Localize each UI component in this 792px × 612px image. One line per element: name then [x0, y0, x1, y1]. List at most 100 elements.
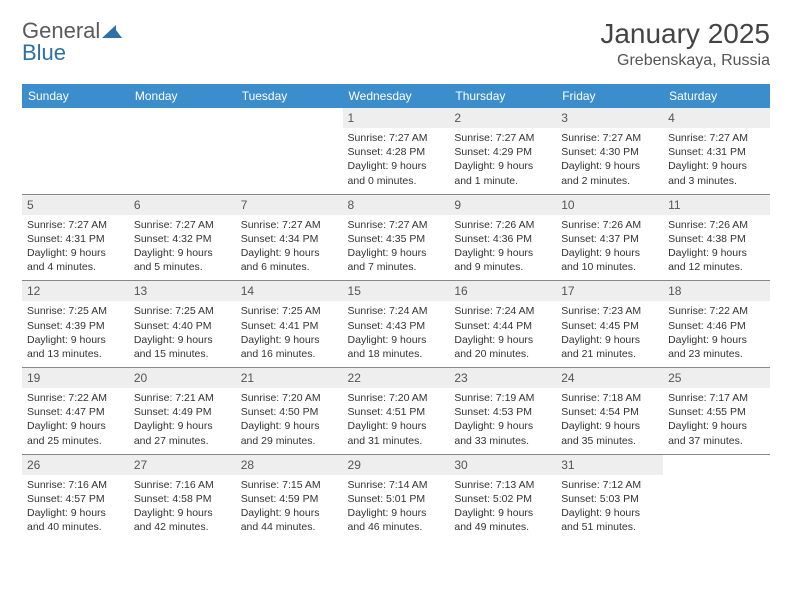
daylight-text: Daylight: 9 hours and 0 minutes.: [348, 159, 445, 187]
daylight-text: Daylight: 9 hours and 7 minutes.: [348, 246, 445, 274]
day-number: 16: [449, 281, 556, 301]
calendar-cell: 1Sunrise: 7:27 AMSunset: 4:28 PMDaylight…: [343, 108, 450, 194]
calendar-cell: [22, 108, 129, 194]
calendar-cell: 27 Sunrise: 7:16 AMSunset: 4:58 PMDayligh…: [129, 454, 236, 540]
daylight-text: Daylight: 9 hours and 33 minutes.: [454, 419, 551, 447]
day-details: Sunrise: 7:27 AMSunset: 4:34 PMDaylight:…: [240, 218, 339, 275]
daylight-text: Daylight: 9 hours and 15 minutes.: [134, 333, 231, 361]
day-details: Sunrise: 7:27 AMSunset: 4:31 PMDaylight:…: [667, 131, 766, 188]
daylight-text: Daylight: 9 hours and 42 minutes.: [134, 506, 231, 534]
day-number: 15: [343, 281, 450, 301]
sunset-text: Sunset: 4:59 PM: [241, 492, 338, 506]
sunrise-text: Sunrise: 7:18 AM: [561, 391, 658, 405]
daylight-text: Daylight: 9 hours and 27 minutes.: [134, 419, 231, 447]
calendar-cell: 7Sunrise: 7:27 AMSunset: 4:34 PMDaylight…: [236, 194, 343, 281]
daylight-text: Daylight: 9 hours and 29 minutes.: [241, 419, 338, 447]
month-title: January 2025: [600, 18, 770, 50]
sunset-text: Sunset: 4:31 PM: [27, 232, 124, 246]
calendar-cell: 31Sunrise: 7:12 AMSunset: 5:03 PMDayligh…: [556, 454, 663, 540]
day-details: Sunrise: 7:17 AMSunset: 4:55 PMDaylight:…: [667, 391, 766, 448]
weekday-header: Sunday: [22, 84, 129, 108]
sunrise-text: Sunrise: 7:27 AM: [668, 131, 765, 145]
daylight-text: Daylight: 9 hours and 18 minutes.: [348, 333, 445, 361]
daylight-text: Daylight: 9 hours and 31 minutes.: [348, 419, 445, 447]
daylight-text: Daylight: 9 hours and 1 minute.: [454, 159, 551, 187]
day-number: 27: [129, 455, 236, 475]
sunset-text: Sunset: 4:28 PM: [348, 145, 445, 159]
day-details: Sunrise: 7:20 AMSunset: 4:51 PMDaylight:…: [347, 391, 446, 448]
day-number: 2: [449, 108, 556, 128]
sunset-text: Sunset: 4:40 PM: [134, 319, 231, 333]
daylight-text: Daylight: 9 hours and 12 minutes.: [668, 246, 765, 274]
day-details: Sunrise: 7:27 AMSunset: 4:31 PMDaylight:…: [26, 218, 125, 275]
day-number: 26: [22, 455, 129, 475]
calendar-cell: 18Sunrise: 7:22 AMSunset: 4:46 PMDayligh…: [663, 281, 770, 368]
sunrise-text: Sunrise: 7:27 AM: [348, 131, 445, 145]
calendar-cell: 21Sunrise: 7:20 AMSunset: 4:50 PMDayligh…: [236, 368, 343, 455]
sunrise-text: Sunrise: 7:21 AM: [134, 391, 231, 405]
day-details: Sunrise: 7:27 AMSunset: 4:29 PMDaylight:…: [453, 131, 552, 188]
sunrise-text: Sunrise: 7:20 AM: [348, 391, 445, 405]
sunset-text: Sunset: 4:50 PM: [241, 405, 338, 419]
sunset-text: Sunset: 4:47 PM: [27, 405, 124, 419]
sunrise-text: Sunrise: 7:27 AM: [561, 131, 658, 145]
sunset-text: Sunset: 4:44 PM: [454, 319, 551, 333]
day-number: 12: [22, 281, 129, 301]
weekday-header: Thursday: [449, 84, 556, 108]
calendar-cell: 9Sunrise: 7:26 AMSunset: 4:36 PMDaylight…: [449, 194, 556, 281]
sunset-text: Sunset: 4:58 PM: [134, 492, 231, 506]
daylight-text: Daylight: 9 hours and 6 minutes.: [241, 246, 338, 274]
calendar-cell: 6Sunrise: 7:27 AMSunset: 4:32 PMDaylight…: [129, 194, 236, 281]
sunrise-text: Sunrise: 7:26 AM: [454, 218, 551, 232]
day-number: 14: [236, 281, 343, 301]
sunset-text: Sunset: 4:54 PM: [561, 405, 658, 419]
day-details: Sunrise: 7:25 AMSunset: 4:40 PMDaylight:…: [133, 304, 232, 361]
sunset-text: Sunset: 4:35 PM: [348, 232, 445, 246]
sunrise-text: Sunrise: 7:26 AM: [668, 218, 765, 232]
weekday-header: Monday: [129, 84, 236, 108]
day-number: 9: [449, 195, 556, 215]
calendar-body: 1Sunrise: 7:27 AMSunset: 4:28 PMDaylight…: [22, 108, 770, 540]
sunrise-text: Sunrise: 7:22 AM: [27, 391, 124, 405]
day-details: Sunrise: 7:14 AMSunset: 5:01 PMDaylight:…: [347, 478, 446, 535]
calendar-cell: 8Sunrise: 7:27 AMSunset: 4:35 PMDaylight…: [343, 194, 450, 281]
logo-text-2: Blue: [22, 40, 66, 66]
day-number: 18: [663, 281, 770, 301]
calendar-cell: 14Sunrise: 7:25 AMSunset: 4:41 PMDayligh…: [236, 281, 343, 368]
daylight-text: Daylight: 9 hours and 46 minutes.: [348, 506, 445, 534]
calendar-row: 26Sunrise: 7:16 AMSunset: 4:57 PMDayligh…: [22, 454, 770, 540]
sunset-text: Sunset: 4:57 PM: [27, 492, 124, 506]
calendar-cell: 11Sunrise: 7:26 AMSunset: 4:38 PMDayligh…: [663, 194, 770, 281]
day-number: 25: [663, 368, 770, 388]
daylight-text: Daylight: 9 hours and 2 minutes.: [561, 159, 658, 187]
daylight-text: Daylight: 9 hours and 16 minutes.: [241, 333, 338, 361]
day-number: 29: [343, 455, 450, 475]
sunrise-text: Sunrise: 7:24 AM: [454, 304, 551, 318]
daylight-text: Daylight: 9 hours and 9 minutes.: [454, 246, 551, 274]
sunrise-text: Sunrise: 7:16 AM: [27, 478, 124, 492]
day-details: Sunrise: 7:27 AMSunset: 4:30 PMDaylight:…: [560, 131, 659, 188]
daylight-text: Daylight: 9 hours and 10 minutes.: [561, 246, 658, 274]
sunrise-text: Sunrise: 7:24 AM: [348, 304, 445, 318]
daylight-text: Daylight: 9 hours and 49 minutes.: [454, 506, 551, 534]
daylight-text: Daylight: 9 hours and 44 minutes.: [241, 506, 338, 534]
calendar-cell: 15 Sunrise: 7:24 AMSunset: 4:43 PMDayligh…: [343, 281, 450, 368]
sunset-text: Sunset: 4:43 PM: [348, 319, 445, 333]
sunrise-text: Sunrise: 7:26 AM: [561, 218, 658, 232]
daylight-text: Daylight: 9 hours and 3 minutes.: [668, 159, 765, 187]
day-details: Sunrise: 7:16 AMSunset: 4:57 PMDaylight:…: [26, 478, 125, 535]
day-number: 21: [236, 368, 343, 388]
location: Grebenskaya, Russia: [600, 52, 770, 70]
sunset-text: Sunset: 4:51 PM: [348, 405, 445, 419]
logo-icon: [102, 22, 122, 40]
sunrise-text: Sunrise: 7:12 AM: [561, 478, 658, 492]
sunrise-text: Sunrise: 7:27 AM: [27, 218, 124, 232]
day-details: Sunrise: 7:27 AMSunset: 4:28 PMDaylight:…: [347, 131, 446, 188]
day-number: 19: [22, 368, 129, 388]
sunrise-text: Sunrise: 7:25 AM: [134, 304, 231, 318]
day-number: 20: [129, 368, 236, 388]
calendar-cell: [129, 108, 236, 194]
day-details: Sunrise: 7:16 AMSunset: 4:58 PMDaylight:…: [133, 478, 232, 535]
day-number: 5: [22, 195, 129, 215]
sunset-text: Sunset: 4:55 PM: [668, 405, 765, 419]
